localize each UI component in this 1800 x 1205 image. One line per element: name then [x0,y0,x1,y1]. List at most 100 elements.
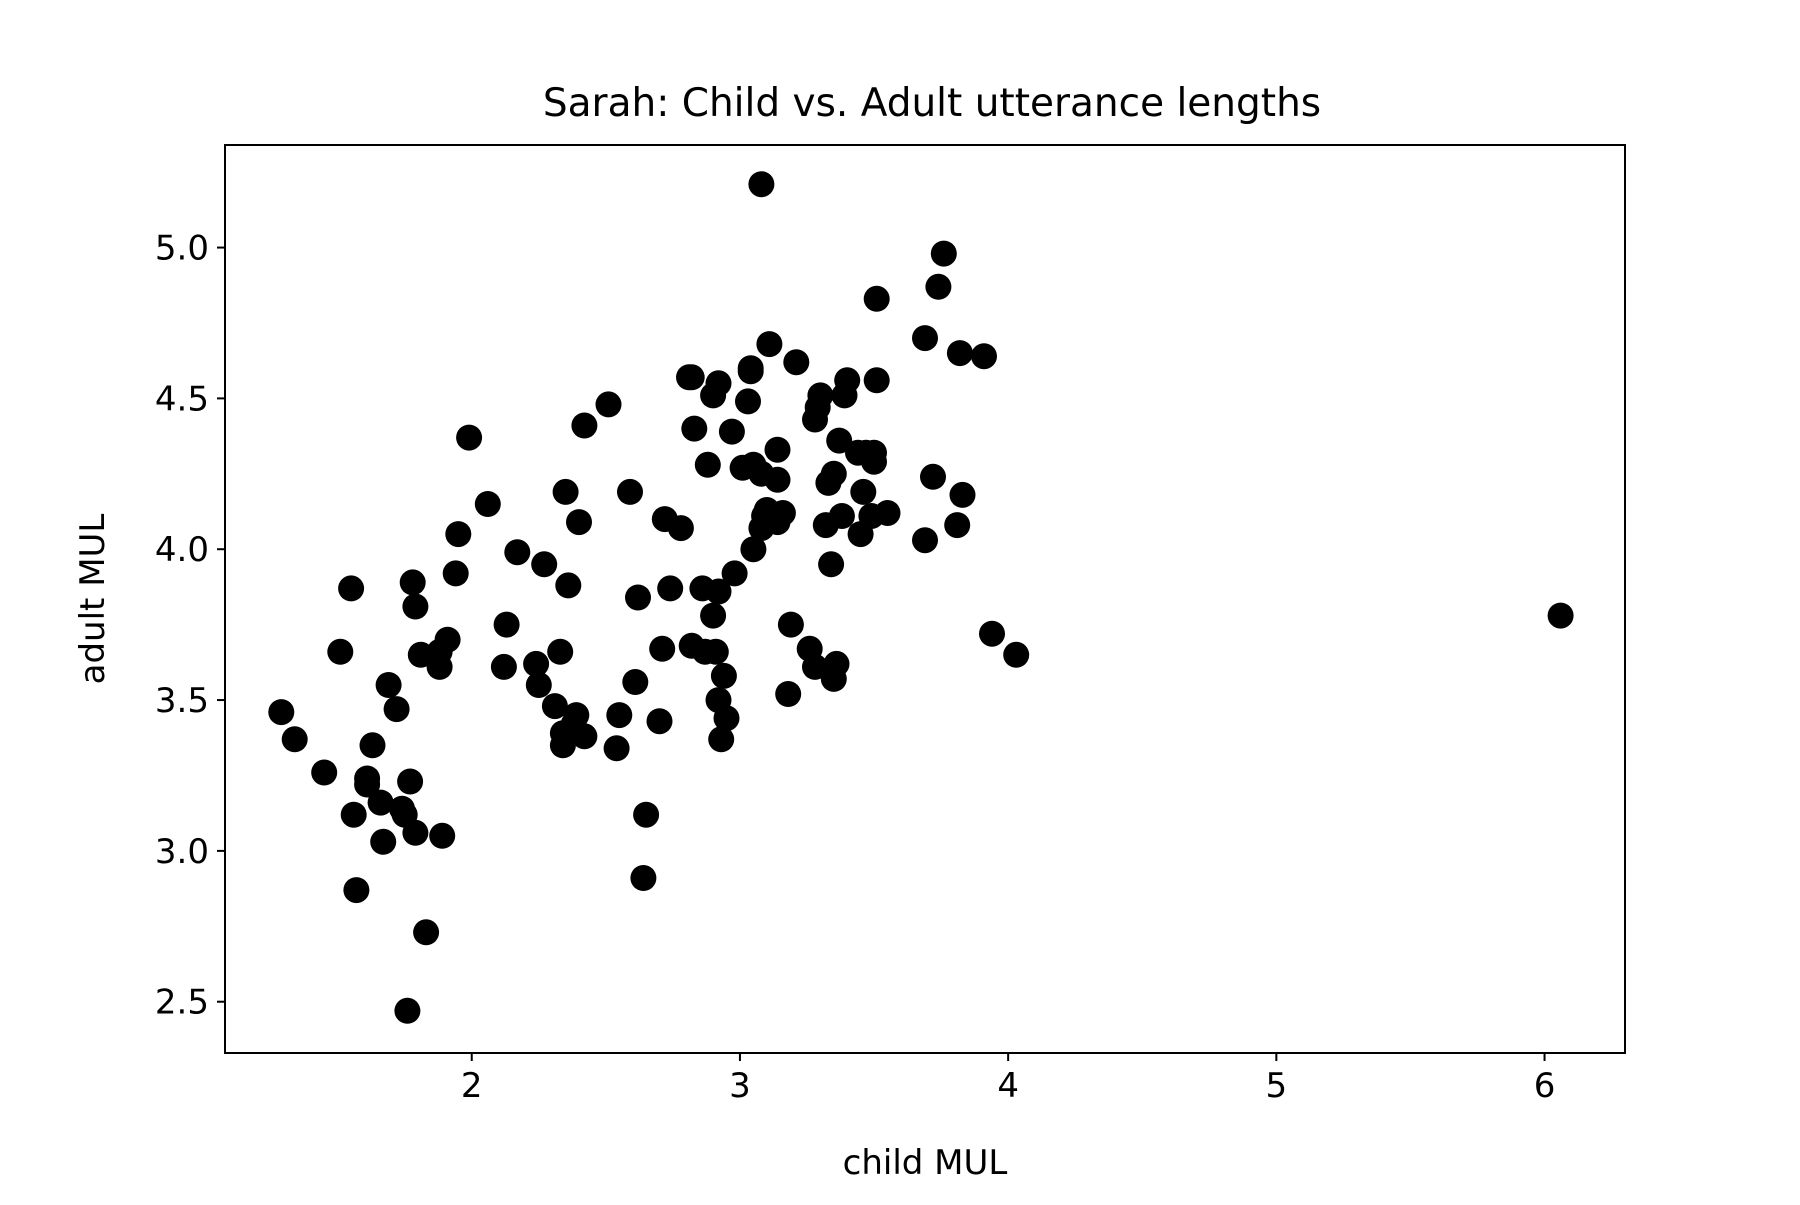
data-point [823,650,850,677]
data-point [281,726,308,753]
data-point [571,723,598,750]
data-point [681,415,708,442]
data-point [850,478,877,505]
data-point [630,865,657,891]
data-point [327,638,354,665]
data-point [434,626,461,653]
data-point [756,331,783,358]
data-point [925,273,952,300]
data-point [834,367,861,394]
data-point [541,693,568,720]
data-point [764,466,791,493]
data-point [268,699,295,726]
data-point [525,672,552,698]
x-axis-ticks: 2 3 4 5 6 [461,1053,1555,1106]
data-point [775,681,802,707]
x-tick-label: 6 [1534,1066,1556,1106]
data-point [359,732,386,759]
data-point [633,801,660,828]
data-point [861,439,887,466]
data-point [705,578,732,605]
data-point [311,759,338,786]
data-point [735,388,761,415]
data-point [375,672,402,698]
data-point [944,512,971,539]
data-point [442,560,469,587]
data-point [523,650,550,677]
data-point [429,822,456,849]
data-point [657,575,684,602]
data-point [930,240,957,267]
data-point [504,539,531,566]
data-point [678,364,705,391]
data-point [826,427,853,454]
y-tick-label: 3.0 [155,832,209,872]
x-tick-label: 4 [997,1066,1019,1106]
data-point [1547,602,1574,629]
data-point [912,325,938,352]
data-point [863,367,890,394]
data-point [769,500,796,526]
data-point [606,702,633,729]
data-point [571,412,598,439]
data-point [343,877,370,904]
data-point [912,527,938,554]
data-point [397,768,424,795]
data-point [807,382,834,409]
data-point [402,593,429,620]
data-point [713,705,740,732]
data-point [383,696,410,723]
data-point [370,828,397,855]
data-points [268,171,1574,1024]
chart-title: Sarah: Child vs. Adult utterance lengths [543,81,1321,126]
data-point [777,611,804,638]
data-point [552,478,579,505]
data-point [802,653,828,680]
data-point [920,463,946,490]
data-point [493,611,520,638]
data-point [595,391,622,418]
data-point [445,521,472,548]
data-point [874,500,901,526]
data-point [603,735,630,762]
data-point [721,560,748,587]
data-point [667,515,694,542]
data-point [547,638,574,665]
y-tick-label: 3.5 [155,681,209,721]
data-point [617,478,643,505]
data-point [555,572,582,599]
data-point [718,418,745,445]
data-point [354,771,381,798]
x-tick-label: 3 [729,1066,751,1106]
data-point [394,997,421,1024]
data-point [474,491,501,517]
data-point [566,509,592,536]
data-point [563,702,590,729]
y-tick-label: 4.5 [155,379,209,419]
data-point [700,602,727,629]
data-point [625,584,651,611]
data-point [710,662,737,689]
data-point [764,436,791,463]
plot-frame [224,144,1626,1054]
data-point [946,340,973,367]
data-point [705,370,732,397]
x-tick-label: 5 [1266,1066,1288,1106]
data-point [531,551,558,578]
data-point [646,708,673,735]
data-point [737,358,764,385]
data-point [367,789,394,816]
data-point [490,653,517,680]
data-point [783,349,810,376]
data-point [399,569,426,596]
data-point [863,285,890,312]
data-point [694,451,721,478]
data-point [818,551,845,578]
data-point [340,801,367,828]
y-axis-ticks: 2.5 3.0 3.5 4.0 4.5 5.0 [155,229,225,1023]
data-point [702,638,729,665]
data-point [402,819,429,846]
data-point [748,171,775,198]
